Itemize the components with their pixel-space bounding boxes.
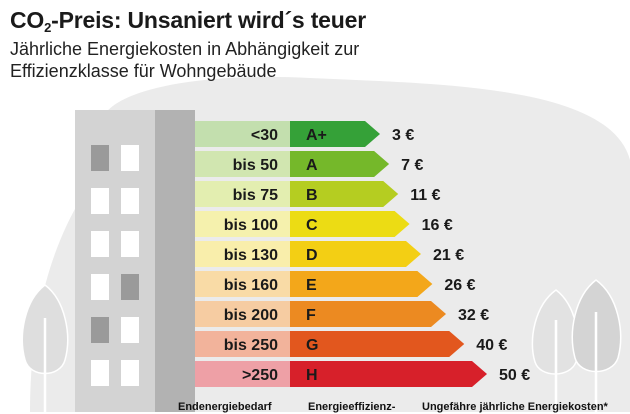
demand-cell xyxy=(195,121,290,147)
efficiency-class-label: B xyxy=(306,187,318,204)
cost-label: 7 € xyxy=(401,157,423,174)
cost-label: 26 € xyxy=(444,277,475,294)
building-window xyxy=(121,360,139,386)
demand-cell xyxy=(195,361,290,387)
efficiency-class-label: E xyxy=(306,277,317,294)
building-front xyxy=(75,110,155,412)
building-side xyxy=(150,110,195,412)
demand-label: bis 200 xyxy=(224,307,278,324)
efficiency-bar xyxy=(290,151,390,177)
page-title: CO2-Preis: Unsaniert wird´s teuer xyxy=(10,7,366,35)
demand-cell xyxy=(195,241,290,267)
building-window xyxy=(91,360,109,386)
page-subtitle: Jährliche Energiekosten in Abhängigkeit … xyxy=(10,39,360,81)
demand-label: bis 100 xyxy=(224,217,278,234)
efficiency-class-label: C xyxy=(306,217,318,234)
demand-cell xyxy=(195,211,290,237)
building-window xyxy=(91,145,109,171)
cost-label: 16 € xyxy=(422,217,453,234)
building-window xyxy=(121,145,139,171)
building-window xyxy=(91,317,109,343)
demand-cell xyxy=(195,331,290,357)
footer-efficiency-label: Energieeffizienz- xyxy=(308,401,396,413)
efficiency-bar xyxy=(290,181,399,207)
cost-label: 11 € xyxy=(410,187,440,204)
demand-cell xyxy=(195,181,290,207)
efficiency-class-label: A xyxy=(306,157,318,174)
efficiency-class-label: A+ xyxy=(306,127,327,144)
building-window xyxy=(91,188,109,214)
cost-label: 32 € xyxy=(458,307,489,324)
demand-label: bis 130 xyxy=(224,247,278,264)
demand-label: bis 75 xyxy=(233,187,278,204)
building-window xyxy=(121,188,139,214)
demand-label: bis 50 xyxy=(233,157,278,174)
efficiency-bar xyxy=(290,211,410,237)
cost-label: 50 € xyxy=(499,367,530,384)
efficiency-bar xyxy=(290,331,465,357)
efficiency-class-label: G xyxy=(306,337,318,354)
demand-label: bis 160 xyxy=(224,277,278,294)
tree-right xyxy=(531,279,622,412)
efficiency-bar xyxy=(290,271,433,297)
cost-label: 21 € xyxy=(433,247,464,264)
building-window xyxy=(91,274,109,300)
tree-left xyxy=(21,284,69,412)
cost-label: 3 € xyxy=(392,127,414,144)
building-window xyxy=(91,231,109,257)
efficiency-class-label: F xyxy=(306,307,316,324)
efficiency-bar xyxy=(290,301,447,327)
building-window xyxy=(121,317,139,343)
footer-cost-label: Ungefähre jährliche Energiekosten* xyxy=(422,401,608,413)
efficiency-bar xyxy=(290,361,487,387)
building-window xyxy=(121,231,139,257)
efficiency-bar xyxy=(290,241,421,267)
demand-cell xyxy=(195,151,290,177)
demand-label: bis 250 xyxy=(224,337,278,354)
demand-cell xyxy=(195,301,290,327)
demand-cell xyxy=(195,271,290,297)
footer-demand-label: Endenergiebedarf xyxy=(178,401,272,413)
demand-label: <30 xyxy=(251,127,278,144)
efficiency-class-label: D xyxy=(306,247,318,264)
building xyxy=(75,110,195,412)
efficiency-scale: <30 A+ 3 € bis 50 A 7 € bis 75 B 11 € bis 100 C 16 … xyxy=(195,121,530,387)
efficiency-class-label: H xyxy=(306,367,318,384)
efficiency-bar xyxy=(290,121,380,147)
demand-label: >250 xyxy=(242,367,278,384)
cost-label: 40 € xyxy=(476,337,507,354)
building-window xyxy=(121,274,139,300)
